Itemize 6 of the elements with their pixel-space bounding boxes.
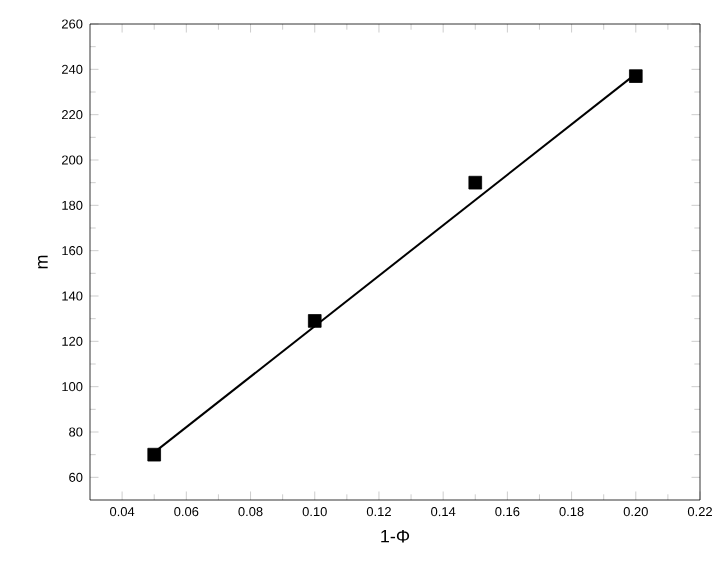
y-axis-title: m [38,255,48,269]
point [147,447,161,462]
point [468,175,483,190]
point [307,314,322,328]
x-axis-title: 1-Φ [381,529,410,543]
point [629,69,643,83]
